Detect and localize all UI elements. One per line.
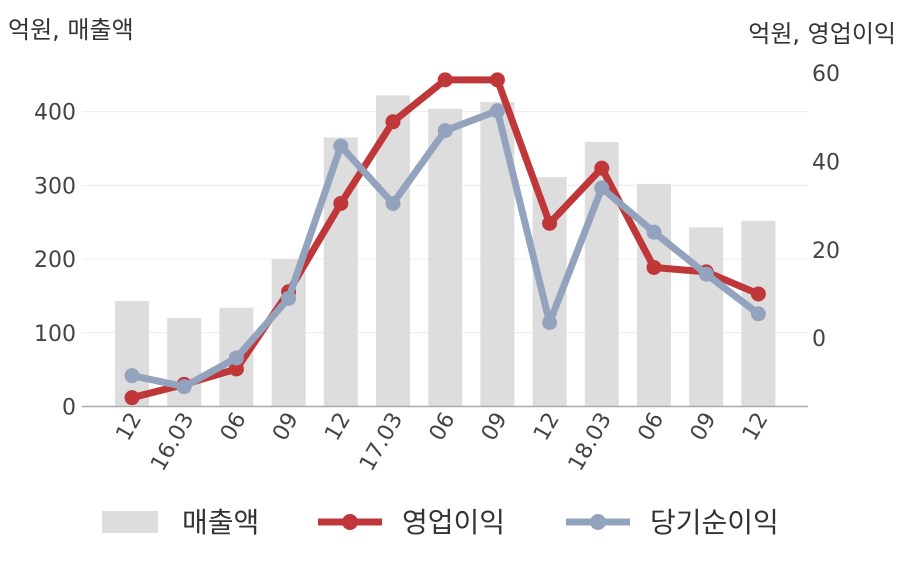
data-point: [594, 180, 610, 196]
left-tick-label: 100: [34, 322, 76, 347]
right-axis-unit: 억원, 영업이익: [748, 20, 896, 48]
x-tick-label: 12: [112, 409, 148, 446]
legend-label: 영업이익: [402, 506, 505, 539]
x-tick-label: 06: [425, 409, 461, 446]
data-point: [176, 379, 192, 395]
data-point: [698, 266, 714, 282]
data-point: [124, 390, 140, 406]
bar: [271, 259, 306, 407]
legend-label: 당기순이익: [650, 506, 779, 539]
right-tick-label: 60: [812, 62, 840, 87]
data-point: [228, 361, 244, 377]
x-tick-label: 17.03: [355, 409, 408, 476]
legend-label: 매출액: [182, 506, 259, 539]
x-tick-label: 09: [268, 409, 304, 446]
bar: [689, 227, 724, 407]
data-point: [333, 138, 349, 154]
left-tick-label: 400: [34, 101, 76, 126]
data-point: [228, 350, 244, 366]
left-axis-ticks: 0 100 200 300 400: [34, 101, 76, 421]
data-point: [542, 315, 558, 331]
data-point: [750, 306, 766, 322]
bar: [637, 183, 671, 407]
x-axis-ticks: 12 16.03 06 09 12 17.03 06 09 12 18.03 06 09 12: [112, 409, 774, 476]
data-point: [542, 215, 558, 231]
line-series: [124, 72, 766, 406]
left-tick-label: 200: [34, 248, 76, 273]
x-tick-label: 06: [216, 409, 252, 446]
x-tick-label: 12: [320, 409, 356, 446]
legend-swatch: [102, 511, 158, 533]
x-tick-label: 16.03: [146, 409, 199, 476]
legend: 매출액 영업이익 당기순이익: [102, 506, 779, 539]
series-2: [124, 103, 766, 395]
x-tick-label: 12: [529, 409, 565, 446]
bar: [376, 95, 410, 407]
right-tick-label: 0: [812, 327, 826, 352]
x-tick-label: 09: [477, 409, 513, 446]
right-tick-label: 20: [812, 239, 840, 264]
data-point: [646, 224, 662, 240]
data-point: [437, 123, 453, 139]
data-point: [385, 195, 401, 211]
left-tick-label: 300: [34, 174, 76, 199]
data-point: [594, 160, 610, 176]
data-point: [281, 290, 297, 306]
left-axis-unit: 억원, 매출액: [8, 16, 134, 44]
right-tick-label: 40: [812, 151, 840, 176]
data-point: [489, 72, 505, 88]
x-tick-label: 18.03: [564, 409, 617, 476]
legend-marker: [590, 514, 606, 530]
right-axis-ticks: 0 20 40 60: [812, 62, 840, 352]
bar: [428, 108, 463, 407]
data-point: [385, 114, 401, 130]
data-point: [437, 72, 453, 88]
data-point: [646, 259, 662, 275]
x-tick-label: 09: [686, 409, 722, 446]
data-point: [750, 286, 766, 302]
data-point: [489, 103, 505, 119]
data-point: [124, 368, 140, 384]
legend-marker: [342, 514, 358, 530]
left-tick-label: 0: [62, 396, 76, 421]
x-tick-label: 06: [634, 409, 670, 446]
bar: [115, 301, 149, 407]
data-point: [333, 195, 349, 211]
x-tick-label: 12: [738, 409, 774, 446]
